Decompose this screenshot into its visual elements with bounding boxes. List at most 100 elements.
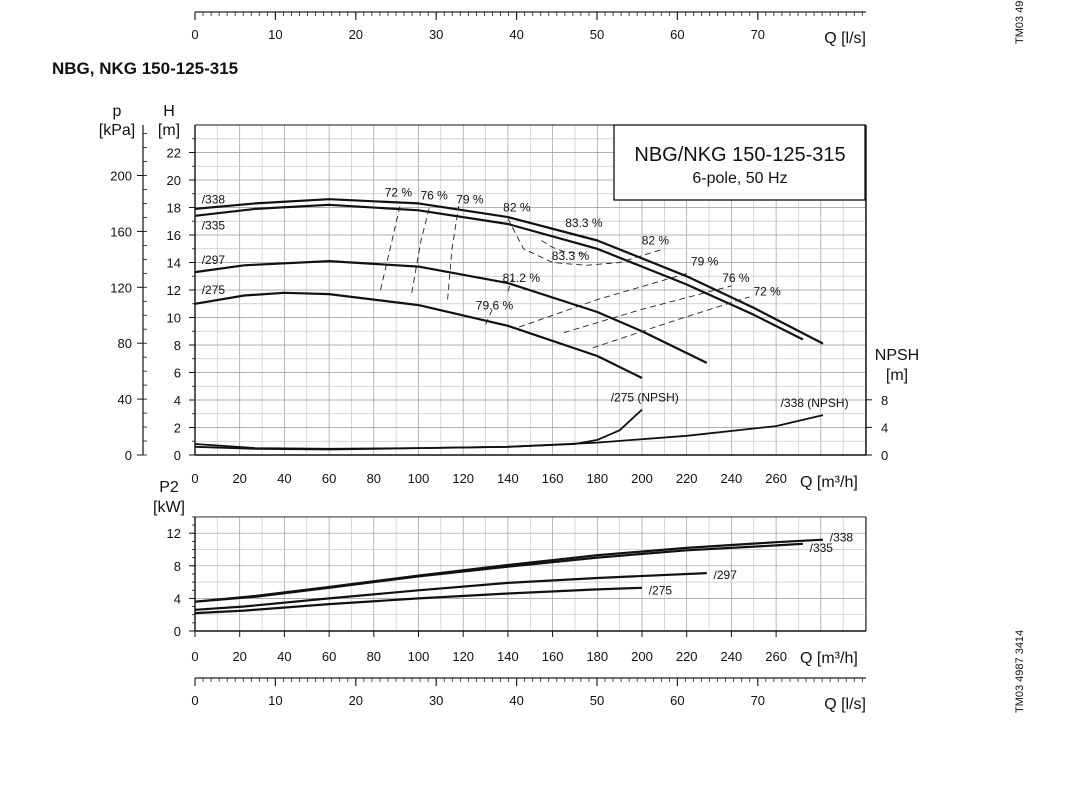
power-y-tick-label: 4 [174, 591, 181, 606]
efficiency-label: 79 % [691, 254, 719, 268]
power-x-tick-label: 180 [586, 649, 608, 664]
efficiency-line [380, 203, 402, 291]
pressure-tick-label: 200 [110, 169, 132, 184]
pressure-tick-label: 160 [110, 224, 132, 239]
power-x-tick-label: 240 [721, 649, 743, 664]
ls-tick-label: 30 [429, 27, 443, 42]
head-y-tick-label: 4 [174, 393, 181, 408]
npsh-tick-label: 4 [881, 420, 888, 435]
head-x-tick-label: 140 [497, 471, 519, 486]
ls-tick-label: 30 [429, 693, 443, 708]
power-y-tick-label: 8 [174, 559, 181, 574]
power-y-tick-label: 12 [167, 526, 181, 541]
npsh-axis-label: NPSH [875, 347, 919, 364]
head-x-tick-label: 160 [542, 471, 564, 486]
power-axis-unit: [kW] [153, 499, 185, 516]
head-axis-label: H [163, 103, 175, 120]
power-axis-label: P2 [159, 479, 179, 496]
efficiency-label: 76 % [420, 188, 448, 202]
power-x-tick-label: 100 [408, 649, 430, 664]
head-y-tick-label: 20 [167, 173, 181, 188]
efficiency-label: 79.6 % [476, 298, 514, 312]
ls-tick-label: 50 [590, 693, 604, 708]
efficiency-label: 81.2 % [503, 271, 541, 285]
head-y-tick-label: 2 [174, 421, 181, 436]
ls-tick-label: 20 [349, 27, 363, 42]
curve-label: /297 [202, 253, 226, 267]
pressure-tick-label: 40 [118, 392, 132, 407]
efficiency-label: 83.3 % [552, 249, 590, 263]
ls-tick-label: 10 [268, 693, 282, 708]
head-curve-335 [194, 203, 804, 341]
head-x-tick-label: 240 [721, 471, 743, 486]
head-x-tick-label: 40 [277, 471, 291, 486]
head-x-tick-label: 80 [367, 471, 381, 486]
efficiency-line [411, 205, 431, 293]
pressure-tick-label: 0 [125, 448, 132, 463]
head-axis-unit: [m] [158, 122, 180, 139]
top-ls-axis: Q [l/s] [195, 11, 866, 47]
head-x-tick-label: 120 [452, 471, 474, 486]
head-y-tick-label: 10 [167, 311, 181, 326]
ls-tick-label: 0 [191, 693, 198, 708]
efficiency-line [485, 309, 493, 325]
power-x-tick-label: 120 [452, 649, 474, 664]
bottom-ls-axis: Q [l/s] [195, 677, 866, 713]
head-x-tick-label: 60 [322, 471, 336, 486]
ls-tick-label: 60 [670, 693, 684, 708]
curve-label: /335 [202, 219, 226, 233]
head-y-tick-label: 16 [167, 228, 181, 243]
efficiency-line [541, 240, 587, 255]
power-y-tick-label: 0 [174, 624, 181, 639]
power-curve-297 [194, 572, 707, 611]
efficiency-line [563, 285, 732, 334]
power-x-tick-label: 260 [765, 649, 787, 664]
power-x-tick-label: 0 [191, 649, 198, 664]
ls-tick-label: 70 [751, 27, 765, 42]
ls-tick-label: 0 [191, 27, 198, 42]
head-y-tick-label: 0 [174, 448, 181, 463]
ls-tick-label: 40 [509, 693, 523, 708]
head-y-tick-label: 22 [167, 146, 181, 161]
head-curve-338 [194, 198, 824, 345]
npsh-axis-unit: [m] [886, 367, 908, 384]
efficiency-label: 72 % [753, 285, 781, 299]
power-curve-335 [194, 542, 803, 603]
head-curve-297 [194, 260, 708, 364]
power-x-tick-label: 80 [367, 649, 381, 664]
head-x-tick-label: 20 [232, 471, 246, 486]
efficiency-line [592, 296, 750, 349]
head-curve-275 [194, 291, 643, 379]
ls-tick-label: 40 [509, 27, 523, 42]
efficiency-label: 79 % [456, 192, 484, 206]
power-curve-label: /275 [649, 583, 673, 597]
bottom-ls-axis-label: Q [l/s] [824, 696, 866, 713]
head-y-tick-label: 14 [167, 256, 181, 271]
head-y-tick-label: 8 [174, 338, 181, 353]
head-y-tick-label: 6 [174, 366, 181, 381]
power-x-tick-label: 60 [322, 649, 336, 664]
top-ls-axis-label: Q [l/s] [824, 30, 866, 47]
curve-label: /275 (NPSH) [611, 390, 679, 404]
efficiency-line [447, 206, 460, 300]
legend-title: NBG/NKG 150-125-315 [634, 144, 845, 166]
curve-label: /338 [202, 192, 226, 206]
npsh-tick-label: 0 [881, 448, 888, 463]
head-x-tick-label: 260 [765, 471, 787, 486]
chart-marks: 72 % 76 % 79 %82 %83.3 %83.3 %82 %79 %76 %… [194, 186, 853, 615]
efficiency-label: 83.3 % [565, 216, 603, 230]
power-x-tick-label: 140 [497, 649, 519, 664]
pressure-tick-label: 120 [110, 280, 132, 295]
ls-tick-label: 20 [349, 693, 363, 708]
legend-subtitle: 6-pole, 50 Hz [692, 170, 787, 187]
ls-tick-label: 70 [751, 693, 765, 708]
head-x-tick-label: 0 [191, 471, 198, 486]
efficiency-line [518, 273, 687, 328]
power-x-tick-label: 200 [631, 649, 653, 664]
power-grid: 0 20 40 60 80 100 120 140 160 180 200 220 240 260 0 4 8 1… [167, 516, 867, 664]
efficiency-label: 72 % [385, 186, 413, 200]
pressure-axis-label: p [113, 103, 122, 120]
power-curve-275 [194, 586, 643, 615]
efficiency-label: 82 % [642, 234, 670, 248]
efficiency-line [507, 218, 665, 266]
